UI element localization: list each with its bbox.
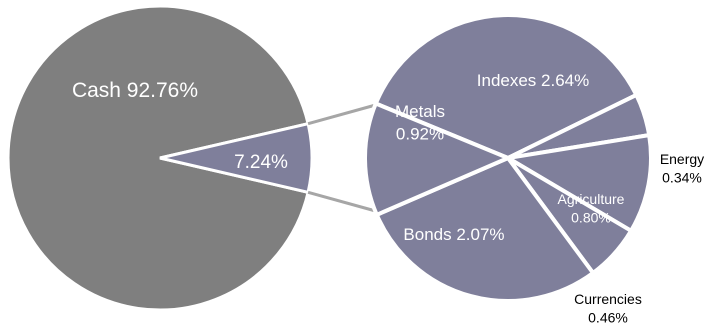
data-label-agriculture: Agriculture 0.80% [558, 191, 625, 226]
data-label-energy: Energy 0.34% [660, 151, 704, 186]
slice-cash [6, 4, 310, 312]
connector-line-top [307, 104, 375, 126]
data-label-metals: Metals 0.92% [395, 102, 445, 143]
data-label-currencies: Currencies 0.46% [574, 291, 642, 326]
data-labels: Cash 92.76% 7.24% Indexes 2.64% Energy 0.34%… [72, 71, 704, 325]
slice-metals [363, 100, 514, 218]
slice-agriculture [502, 132, 653, 234]
data-label-indexes: Indexes 2.64% [477, 71, 589, 90]
sub-pie [363, 12, 653, 303]
slice-bonds [374, 155, 596, 303]
data-label-cash: Cash 92.76% [72, 79, 198, 102]
connector-line-bottom [307, 190, 375, 212]
data-label-bonds: Bonds 2.07% [403, 225, 504, 244]
connector-lines [307, 104, 375, 212]
slice-indexes [373, 12, 640, 161]
data-label-other: 7.24% [234, 152, 288, 173]
